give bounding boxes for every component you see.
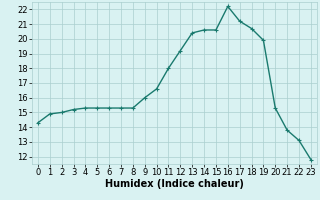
X-axis label: Humidex (Indice chaleur): Humidex (Indice chaleur) <box>105 179 244 189</box>
